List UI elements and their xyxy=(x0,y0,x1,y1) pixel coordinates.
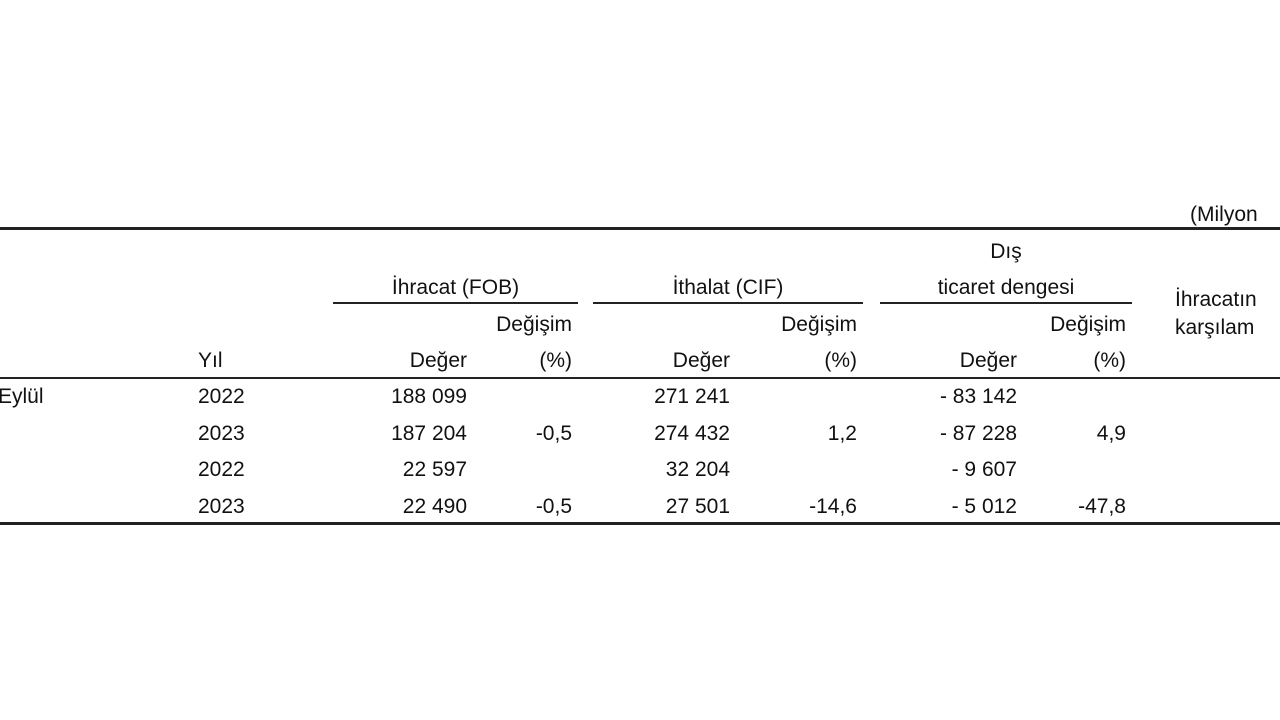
change-cell: 4,9 xyxy=(1096,422,1126,445)
column-header: Değişim xyxy=(781,313,857,336)
change-cell: -47,8 xyxy=(1078,495,1126,518)
group-rule xyxy=(593,302,863,304)
group-rule xyxy=(880,302,1132,304)
column-header: (%) xyxy=(539,349,572,372)
value-cell: - 87 228 xyxy=(939,422,1017,445)
value-cell: - 9 607 xyxy=(951,458,1017,481)
column-header: Değer xyxy=(959,349,1017,372)
change-cell: -0,5 xyxy=(535,495,572,518)
value-cell: 274 432 xyxy=(654,422,730,445)
bottom-rule xyxy=(0,522,1280,525)
column-header: Değer xyxy=(409,349,467,372)
change-cell: 1,2 xyxy=(827,422,857,445)
year-cell: 2022 xyxy=(198,385,245,408)
change-cell: -14,6 xyxy=(809,495,857,518)
group-header: İthalat (CIF) xyxy=(672,276,784,299)
value-cell: 22 490 xyxy=(402,495,467,518)
value-cell: 22 597 xyxy=(402,458,467,481)
group-header: ticaret dengesi xyxy=(937,276,1075,299)
value-cell: 32 204 xyxy=(665,458,730,481)
column-header: (%) xyxy=(824,349,857,372)
value-cell: 27 501 xyxy=(665,495,730,518)
group-rule xyxy=(333,302,578,304)
group-header: İhracat (FOB) xyxy=(391,276,520,299)
change-cell: -0,5 xyxy=(535,422,572,445)
header-rule xyxy=(0,377,1280,379)
group-header: İhracatın xyxy=(1175,288,1257,311)
value-cell: 187 204 xyxy=(391,422,467,445)
column-header: Değişim xyxy=(1050,313,1126,336)
year-cell: 2022 xyxy=(198,458,245,481)
column-header: Yıl xyxy=(198,349,223,372)
unit-note: (Milyon xyxy=(1190,203,1258,226)
column-header: Değer xyxy=(672,349,730,372)
row-label: Eylül xyxy=(0,385,44,408)
group-header: Dış xyxy=(990,240,1022,263)
column-header: Değişim xyxy=(496,313,572,336)
column-header: (%) xyxy=(1093,349,1126,372)
group-header: karşılam xyxy=(1175,316,1255,339)
value-cell: 271 241 xyxy=(654,385,730,408)
year-cell: 2023 xyxy=(198,422,245,445)
year-cell: 2023 xyxy=(198,495,245,518)
value-cell: 188 099 xyxy=(391,385,467,408)
value-cell: - 83 142 xyxy=(939,385,1017,408)
top-rule xyxy=(0,227,1280,230)
value-cell: - 5 012 xyxy=(951,495,1017,518)
